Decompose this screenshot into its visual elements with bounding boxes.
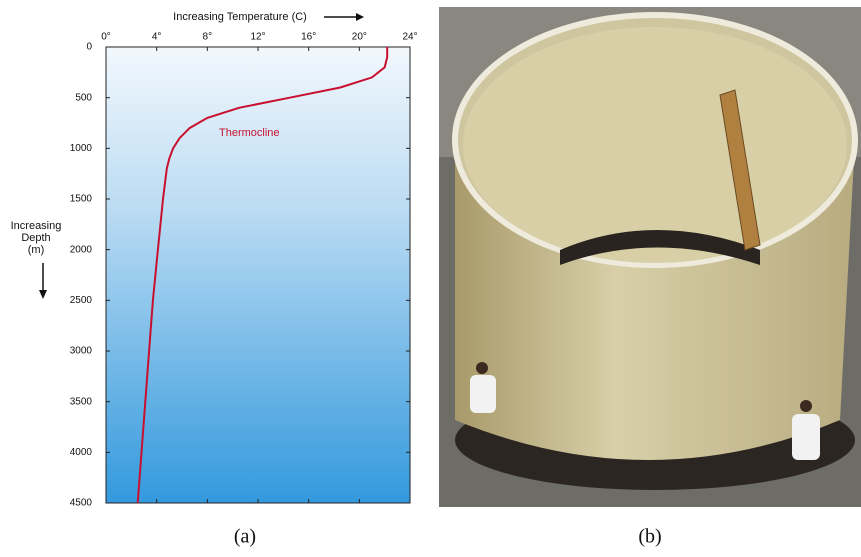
annotation: Thermocline bbox=[219, 127, 280, 139]
x-tick-label: 4° bbox=[152, 32, 162, 43]
y-tick-label: 500 bbox=[75, 92, 92, 103]
x-tick-label: 16° bbox=[301, 32, 316, 43]
y-tick-label: 3500 bbox=[70, 396, 93, 407]
x-tick-label: 20° bbox=[352, 32, 367, 43]
x-arrow-head bbox=[356, 13, 364, 21]
y-tick-label: 2000 bbox=[70, 244, 93, 255]
y-tick-label: 3000 bbox=[70, 346, 93, 357]
photo bbox=[439, 7, 861, 507]
y-tick-label: 0 bbox=[86, 42, 92, 53]
y-tick-label: 1500 bbox=[70, 194, 93, 205]
caption: (b) bbox=[638, 526, 661, 548]
y-tick-label: 2500 bbox=[70, 295, 93, 306]
y-axis-label: Increasing bbox=[11, 220, 62, 232]
y-axis-label: Depth bbox=[21, 232, 50, 244]
x-tick-label: 8° bbox=[203, 32, 213, 43]
y-axis-label: (m) bbox=[28, 244, 45, 256]
x-tick-label: 0° bbox=[101, 32, 111, 43]
y-tick-label: 4000 bbox=[70, 447, 93, 458]
x-tick-label: 24° bbox=[402, 32, 417, 43]
y-tick-label: 4500 bbox=[70, 498, 93, 509]
temperature-line bbox=[136, 47, 389, 504]
plot-area bbox=[105, 46, 411, 504]
y-arrow-head bbox=[39, 290, 47, 299]
x-tick-label: 12° bbox=[250, 32, 265, 43]
x-axis-label: Increasing Temperature (C) bbox=[173, 11, 307, 23]
y-tick-label: 1000 bbox=[70, 143, 93, 154]
caption: (a) bbox=[234, 526, 256, 548]
